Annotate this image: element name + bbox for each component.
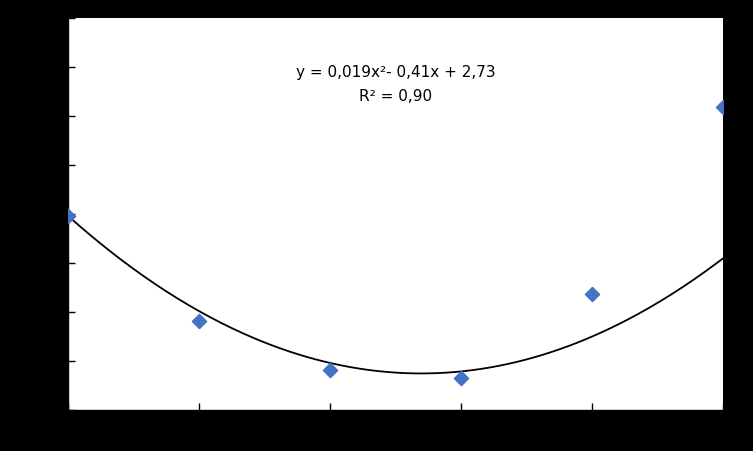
Point: [586, 290, 598, 298]
Point: [62, 212, 74, 219]
Point: [717, 104, 729, 111]
Point: [455, 375, 467, 382]
Text: y = 0,019x²- 0,41x + 2,73
R² = 0,90: y = 0,019x²- 0,41x + 2,73 R² = 0,90: [295, 65, 495, 104]
Point: [324, 366, 336, 373]
Point: [193, 318, 205, 325]
